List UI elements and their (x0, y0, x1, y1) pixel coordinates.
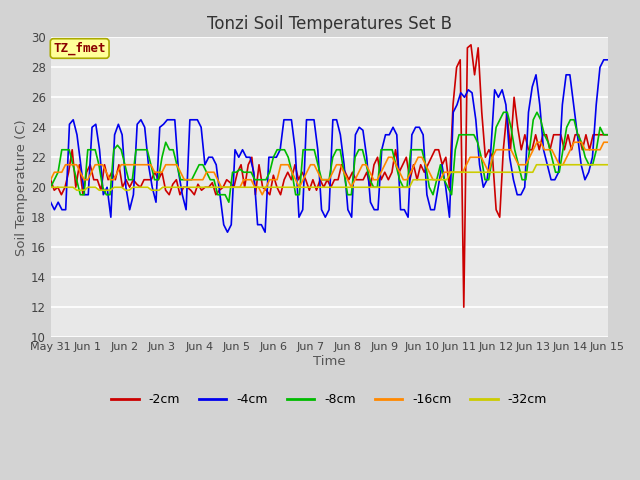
-32cm (234, 184, 241, 190)
-2cm (276, 192, 284, 198)
-8cm (47, 184, 54, 190)
-8cm (388, 147, 396, 153)
-16cm (259, 192, 266, 198)
Title: Tonzi Soil Temperatures Set B: Tonzi Soil Temperatures Set B (207, 15, 452, 33)
-8cm (321, 177, 329, 182)
-4cm (295, 214, 303, 220)
-32cm (271, 184, 278, 190)
-2cm (503, 109, 511, 115)
-32cm (435, 177, 443, 182)
-2cm (431, 147, 439, 153)
-16cm (244, 177, 252, 182)
-8cm (600, 132, 607, 138)
-32cm (510, 169, 518, 175)
-32cm (73, 187, 81, 193)
-2cm (604, 132, 611, 138)
Y-axis label: Soil Temperature (C): Soil Temperature (C) (15, 119, 28, 255)
-32cm (47, 184, 54, 190)
-4cm (604, 57, 611, 63)
-32cm (532, 162, 540, 168)
-4cm (600, 57, 607, 63)
-16cm (440, 169, 448, 175)
-16cm (47, 177, 54, 182)
Line: -4cm: -4cm (51, 60, 607, 232)
-8cm (604, 132, 611, 138)
X-axis label: Time: Time (313, 355, 346, 368)
Line: -2cm: -2cm (51, 45, 607, 307)
-16cm (533, 139, 541, 145)
-4cm (145, 162, 152, 168)
-2cm (378, 177, 385, 182)
-32cm (342, 184, 349, 190)
Text: TZ_fmet: TZ_fmet (53, 42, 106, 55)
-32cm (604, 162, 611, 168)
-16cm (600, 139, 607, 145)
-4cm (182, 207, 190, 213)
-32cm (364, 184, 372, 190)
-8cm (403, 184, 411, 190)
-16cm (604, 139, 611, 145)
Line: -32cm: -32cm (51, 165, 607, 190)
-8cm (500, 109, 508, 115)
-2cm (460, 304, 468, 310)
-8cm (247, 169, 255, 175)
Legend: -2cm, -4cm, -8cm, -16cm, -32cm: -2cm, -4cm, -8cm, -16cm, -32cm (106, 388, 552, 411)
-2cm (467, 42, 475, 48)
-8cm (440, 177, 448, 182)
-16cm (321, 177, 329, 182)
-16cm (388, 155, 396, 160)
-2cm (255, 162, 263, 168)
-2cm (187, 187, 195, 193)
-16cm (403, 177, 411, 182)
-4cm (179, 192, 186, 198)
Line: -8cm: -8cm (51, 112, 607, 202)
-8cm (225, 199, 233, 205)
-2cm (47, 177, 54, 182)
-4cm (47, 199, 54, 205)
-4cm (415, 124, 423, 130)
Line: -16cm: -16cm (51, 142, 607, 195)
-4cm (118, 132, 126, 138)
-4cm (223, 229, 231, 235)
